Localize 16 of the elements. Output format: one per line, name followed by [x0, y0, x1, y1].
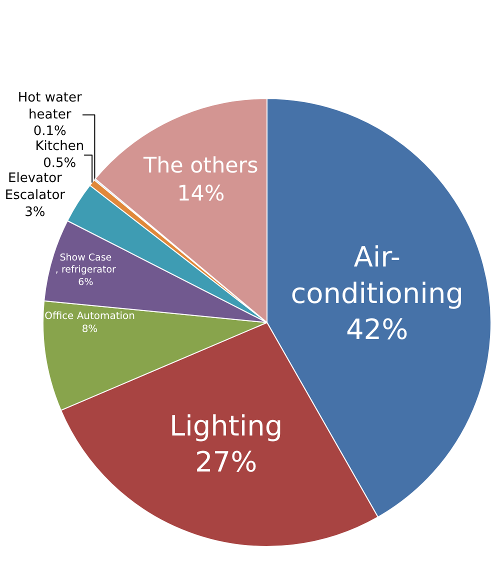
slice-label: Office Automation [44, 311, 135, 322]
slice-label: Hot water heater [18, 90, 83, 122]
data-label: 27% [194, 446, 258, 479]
data-label: 0.1% [33, 124, 66, 140]
data-label: 3% [24, 204, 46, 220]
slice-label: Show Case , refrigerator [55, 252, 116, 276]
slice-label: Elevator Escalator [4, 171, 66, 204]
slice-label: Kitchen [35, 139, 84, 154]
slice-label: Air- conditioning [290, 240, 464, 310]
data-label: 14% [177, 181, 225, 206]
data-label: 0.5% [43, 156, 76, 172]
slice-label: Lighting [169, 409, 283, 442]
data-label: 6% [78, 277, 94, 288]
slice-label: The others [142, 154, 258, 179]
data-label: 8% [82, 324, 98, 336]
data-label: 42% [346, 313, 408, 346]
